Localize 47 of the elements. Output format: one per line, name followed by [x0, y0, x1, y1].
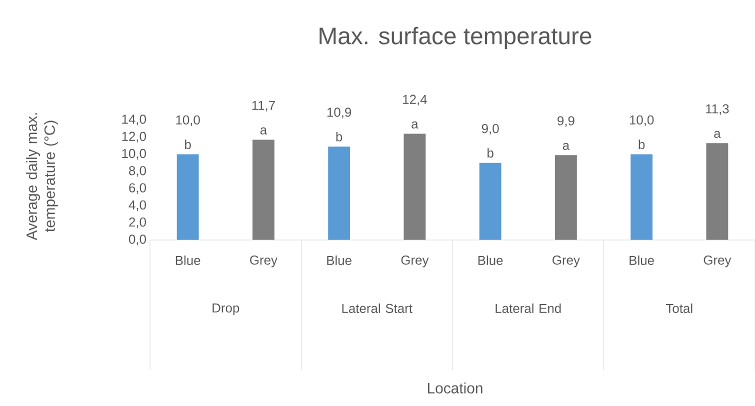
bar — [404, 134, 426, 240]
text: Blue — [327, 256, 352, 266]
y-tick-label: 12,0 — [122, 132, 146, 142]
bar — [328, 146, 350, 240]
text: Grey — [704, 256, 732, 268]
annotation: b — [638, 140, 645, 150]
text: Grey — [250, 256, 278, 268]
y-tick-label: 8,0 — [129, 166, 146, 177]
data-label: 9,0 — [482, 124, 499, 135]
data-label: 10,9 — [327, 108, 352, 118]
annotation: a — [412, 121, 418, 129]
x-tick-label: Lateral End — [496, 304, 561, 314]
annotation: b — [185, 140, 191, 150]
bar — [630, 154, 653, 240]
annotation: a — [714, 130, 721, 138]
bar — [479, 162, 502, 240]
text: Blue — [176, 256, 200, 266]
bar — [176, 154, 199, 240]
data-label: 12,4 — [403, 94, 427, 106]
chart-title: Max. surface temperature — [320, 26, 592, 50]
bar — [554, 155, 577, 240]
x-tick-label: Lateral Start — [342, 304, 412, 314]
annotation: a — [260, 127, 268, 135]
y-tick-label: 0,0 — [128, 234, 146, 246]
text: Blue — [630, 256, 654, 266]
y-tick-label: 14,0 — [122, 114, 146, 126]
data-label: 9,9 — [558, 116, 574, 127]
data-label: 10,0 — [630, 115, 654, 126]
series-label: Grey — [552, 256, 580, 268]
x-tick-label: Drop — [212, 304, 240, 316]
y-tick-label: 6,0 — [129, 183, 146, 194]
annotation: b — [488, 148, 494, 158]
y-tick-label: 2,0 — [129, 218, 146, 228]
data-label: 11,3 — [706, 104, 729, 115]
bar — [252, 140, 274, 240]
text: Grey — [401, 256, 429, 268]
data-label: 10,0 — [176, 115, 200, 126]
bar — [706, 143, 728, 240]
series-label: Blue — [478, 256, 503, 266]
x-tick-label: Total — [666, 304, 692, 314]
x-axis-title: Location — [428, 382, 482, 394]
annotation: b — [336, 132, 342, 142]
y-tick-label: 10,0 — [122, 148, 146, 160]
y-axis-title: Average daily max. temperature (°C) — [26, 113, 58, 240]
data-label: 11,7 — [252, 100, 275, 112]
annotation: a — [562, 142, 570, 150]
y-tick-label: 4,0 — [128, 200, 146, 212]
